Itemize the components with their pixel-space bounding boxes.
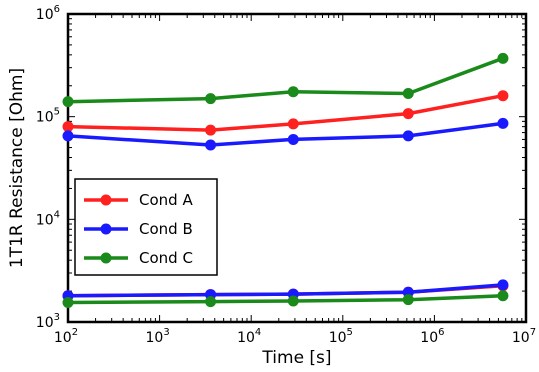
y-tick-exponent: 4 <box>54 209 60 220</box>
cond-b-point <box>205 139 217 151</box>
cond-c-point <box>497 52 509 64</box>
x-tick-base: 10 <box>512 330 530 346</box>
cond-c-point <box>62 96 74 108</box>
cond-c-point <box>205 296 217 308</box>
cond-c-point <box>287 86 299 98</box>
y-axis-title: 1T1R Resistance [Ohm] <box>7 68 27 268</box>
y-tick-label: 105 <box>36 107 60 126</box>
cond-c-point <box>62 296 74 308</box>
cond-a-point <box>287 118 299 130</box>
x-tick-label: 107 <box>512 327 536 346</box>
legend-cond-c-marker <box>100 252 112 264</box>
y-tick-label: 103 <box>36 312 60 331</box>
x-tick-label: 103 <box>145 327 169 346</box>
x-tick-base: 10 <box>329 330 347 346</box>
cond-a-point <box>402 108 414 120</box>
x-tick-base: 10 <box>420 330 438 346</box>
y-tick-label: 104 <box>36 209 60 228</box>
cond-b-point <box>497 117 509 129</box>
x-tick-exponent: 2 <box>72 327 78 338</box>
cond-c-point <box>402 88 414 100</box>
x-tick-base: 10 <box>237 330 255 346</box>
x-tick-exponent: 7 <box>530 327 536 338</box>
axis-ticks <box>67 13 527 323</box>
y-tick-label: 106 <box>36 4 60 23</box>
legend-entries: Cond A Cond B Cond C <box>84 191 193 267</box>
y-tick-base: 10 <box>36 212 54 228</box>
x-tick-labels: 102 103 104 105 106 107 <box>54 327 536 346</box>
legend-cond-b-marker <box>100 223 112 235</box>
y-tick-exponent: 3 <box>54 312 60 323</box>
cond-b-point <box>402 130 414 142</box>
x-tick-exponent: 3 <box>163 327 169 338</box>
cond-c-point <box>497 290 509 302</box>
series-layer <box>62 52 509 308</box>
x-tick-exponent: 6 <box>438 327 444 338</box>
x-tick-exponent: 5 <box>347 327 353 338</box>
x-tick-base: 10 <box>145 330 163 346</box>
legend: Cond A Cond B Cond C <box>74 178 218 276</box>
y-tick-base: 10 <box>36 110 54 126</box>
y-tick-exponent: 6 <box>54 4 60 15</box>
cond-c-point <box>402 294 414 306</box>
plot-frame <box>66 12 528 324</box>
legend-cond-c-label: Cond C <box>139 249 193 267</box>
x-tick-label: 102 <box>54 327 78 346</box>
x-tick-label: 106 <box>420 327 444 346</box>
legend-cond-a-label: Cond A <box>139 191 193 209</box>
y-tick-base: 10 <box>36 7 54 23</box>
cond-a-point <box>62 121 74 133</box>
y-tick-exponent: 5 <box>54 107 60 118</box>
cond-a-point <box>205 124 217 136</box>
y-tick-base: 10 <box>36 315 54 331</box>
x-tick-label: 105 <box>329 327 353 346</box>
cond-c-point <box>205 93 217 105</box>
x-tick-base: 10 <box>54 330 72 346</box>
cond-c-point <box>287 295 299 307</box>
cond-b-point <box>62 130 74 142</box>
cond-a-point <box>497 90 509 102</box>
x-tick-label: 104 <box>237 327 261 346</box>
cond-b-point <box>497 279 509 291</box>
cond-b-point <box>287 133 299 145</box>
legend-cond-a-marker <box>100 194 112 206</box>
x-tick-exponent: 4 <box>255 327 261 338</box>
x-axis-title: Time [s] <box>261 348 331 368</box>
legend-cond-b-label: Cond B <box>139 220 193 238</box>
